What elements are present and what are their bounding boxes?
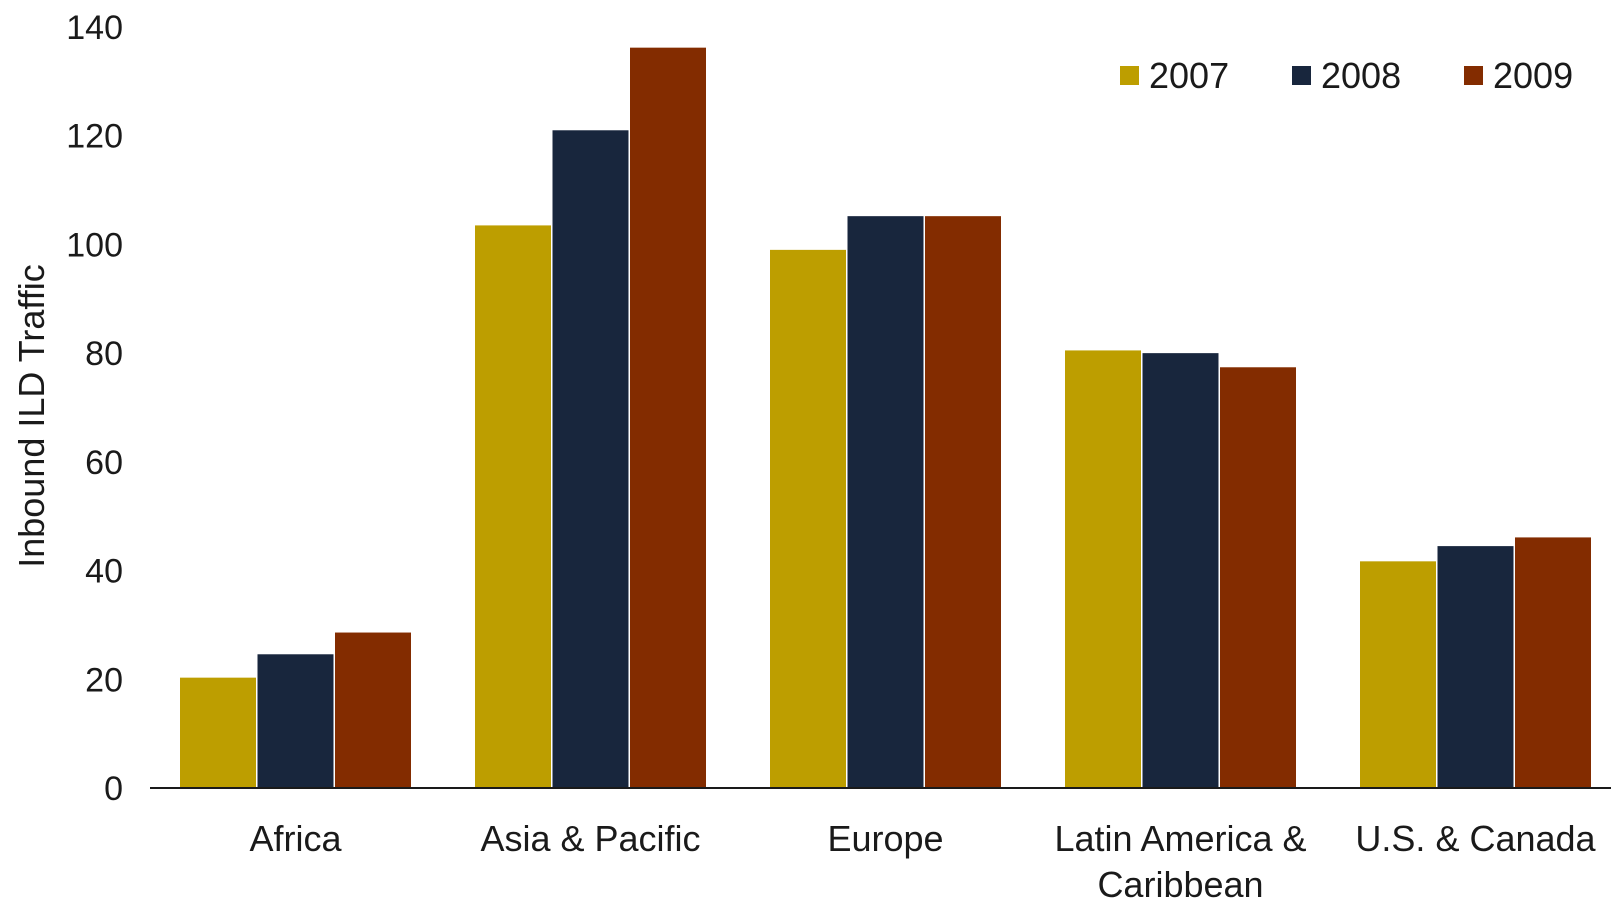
x-category-label: Africa [249, 818, 342, 859]
x-category-label: Latin America & [1054, 818, 1306, 859]
x-category-label: Caribbean [1097, 864, 1263, 901]
y-axis-label: Inbound ILD Traffic [11, 264, 52, 568]
legend-swatch-2007 [1120, 66, 1139, 85]
bar-2008-1 [552, 130, 629, 788]
x-category-label: Europe [827, 818, 943, 859]
x-category-label: U.S. & Canada [1355, 818, 1596, 859]
bar-2007-3 [1065, 350, 1141, 788]
bar-2008-0 [257, 654, 334, 788]
legend-swatch-2008 [1292, 66, 1311, 85]
y-tick-label: 80 [85, 335, 123, 373]
bar-2009-2 [925, 216, 1001, 789]
bar-2007-4 [1360, 561, 1436, 788]
y-tick-label: 140 [66, 9, 123, 47]
legend-label-2009: 2009 [1493, 55, 1573, 96]
y-tick-label: 60 [85, 444, 123, 482]
y-tick-label: 0 [104, 770, 123, 808]
legend-swatch-2009 [1464, 66, 1483, 85]
bar-2009-3 [1220, 367, 1296, 788]
y-tick-label: 40 [85, 553, 123, 591]
x-category-label: Asia & Pacific [480, 818, 700, 859]
legend: 2007 2008 2009 [1120, 55, 1573, 96]
y-tick-label: 20 [85, 661, 123, 699]
bar-2009-0 [335, 632, 411, 788]
y-tick-label: 120 [66, 118, 123, 156]
bar-2007-0 [180, 677, 256, 788]
y-axis-label-group: Inbound ILD Traffic [11, 264, 52, 568]
legend-label-2007: 2007 [1149, 55, 1229, 96]
y-axis-ticks: 0 20 40 60 80 100 120 140 [66, 9, 123, 808]
legend-label-2008: 2008 [1321, 55, 1401, 96]
x-axis-category-labels: Africa Asia & Pacific Europe Latin America … [249, 818, 1596, 901]
bar-2008-3 [1142, 353, 1219, 788]
bars [180, 47, 1591, 789]
bar-2009-1 [630, 47, 706, 789]
bar-2009-4 [1515, 537, 1591, 788]
bar-2008-2 [847, 216, 924, 789]
y-tick-label: 100 [66, 226, 123, 264]
bar-2007-2 [770, 249, 846, 789]
bar-2008-4 [1437, 546, 1514, 788]
bar-2007-1 [475, 225, 551, 788]
